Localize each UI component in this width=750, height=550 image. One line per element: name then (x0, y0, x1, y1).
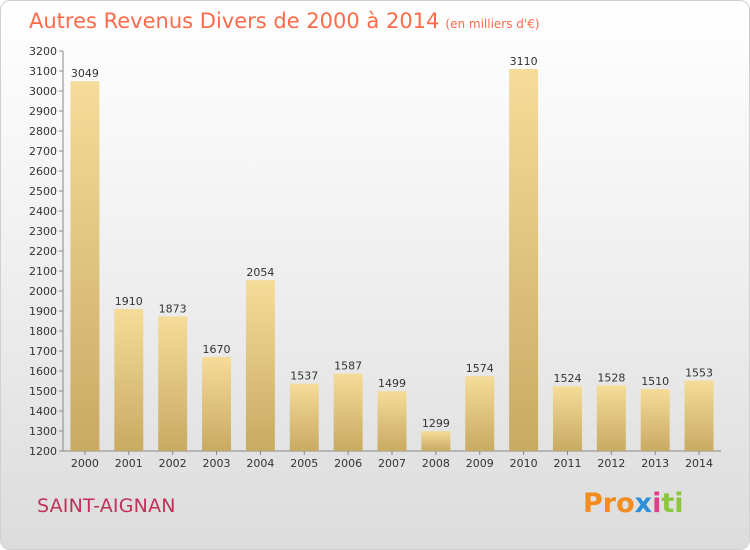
bar (552, 386, 582, 451)
y-tick-label: 1400 (29, 405, 57, 418)
y-tick-label: 3200 (29, 45, 57, 58)
proxiti-logo: Proxiti (583, 488, 684, 519)
chart-subtitle: (en milliers d'€) (445, 17, 540, 31)
x-tick-label: 2002 (159, 457, 187, 470)
bar (596, 385, 626, 451)
x-tick-label: 2013 (641, 457, 669, 470)
bar (684, 380, 714, 451)
chart-title: Autres Revenus Divers de 2000 à 2014 (en … (29, 9, 540, 33)
data-label: 1873 (159, 302, 187, 315)
bar (114, 309, 144, 451)
data-label: 1528 (597, 371, 625, 384)
x-tick-label: 2006 (334, 457, 362, 470)
y-tick-label: 1800 (29, 325, 57, 338)
x-tick-label: 2010 (510, 457, 538, 470)
x-tick-label: 2001 (115, 457, 143, 470)
commune-name: SAINT-AIGNAN (37, 495, 176, 517)
x-tick-label: 2011 (553, 457, 581, 470)
data-label: 1587 (334, 360, 362, 373)
bar (377, 391, 407, 451)
y-tick-label: 2900 (29, 105, 57, 118)
data-label: 3049 (71, 67, 99, 80)
x-tick-label: 2000 (71, 457, 99, 470)
data-label: 1910 (115, 295, 143, 308)
logo-part-1: Pro (583, 488, 635, 519)
bar (289, 383, 319, 451)
y-tick-label: 1700 (29, 345, 57, 358)
y-tick-label: 3000 (29, 85, 57, 98)
bar (640, 389, 670, 451)
x-tick-label: 2008 (422, 457, 450, 470)
bar (465, 376, 495, 451)
data-label: 2054 (246, 266, 274, 279)
bar (202, 357, 232, 451)
data-label: 1499 (378, 377, 406, 390)
data-label: 1299 (422, 417, 450, 430)
x-tick-label: 2014 (685, 457, 713, 470)
x-tick-label: 2012 (597, 457, 625, 470)
bar (70, 81, 100, 451)
logo-part-2: x (634, 488, 653, 519)
y-tick-label: 3100 (29, 65, 57, 78)
bar (421, 431, 451, 451)
y-tick-label: 2300 (29, 225, 57, 238)
y-tick-label: 1600 (29, 365, 57, 378)
x-tick-label: 2009 (466, 457, 494, 470)
x-tick-label: 2003 (203, 457, 231, 470)
y-tick-label: 2500 (29, 185, 57, 198)
data-label: 1537 (290, 370, 318, 383)
bar (245, 280, 275, 451)
bar (333, 373, 363, 451)
x-tick-label: 2004 (246, 457, 274, 470)
y-tick-label: 2100 (29, 265, 57, 278)
data-label: 1553 (685, 366, 713, 379)
logo-part-4: ti (661, 488, 684, 519)
data-label: 3110 (510, 55, 538, 68)
y-tick-label: 1900 (29, 305, 57, 318)
data-label: 1670 (203, 343, 231, 356)
logo-part-3: i (652, 488, 662, 519)
x-tick-label: 2007 (378, 457, 406, 470)
y-tick-label: 2600 (29, 165, 57, 178)
data-label: 1574 (466, 362, 494, 375)
y-tick-label: 1200 (29, 445, 57, 458)
y-tick-label: 1300 (29, 425, 57, 438)
bar (158, 316, 188, 451)
y-tick-label: 2700 (29, 145, 57, 158)
bar (509, 69, 539, 451)
y-tick-label: 2200 (29, 245, 57, 258)
data-label: 1524 (553, 372, 581, 385)
y-tick-label: 2800 (29, 125, 57, 138)
x-tick-label: 2005 (290, 457, 318, 470)
y-tick-label: 1500 (29, 385, 57, 398)
y-tick-label: 2000 (29, 285, 57, 298)
data-label: 1510 (641, 375, 669, 388)
chart-title-text: Autres Revenus Divers de 2000 à 2014 (29, 9, 440, 33)
y-tick-label: 2400 (29, 205, 57, 218)
